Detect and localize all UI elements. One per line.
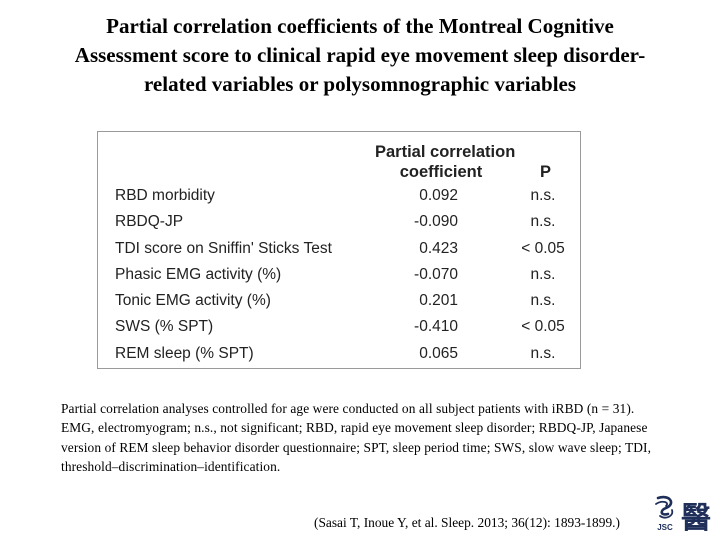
row-coefficient: -0.090 — [414, 213, 458, 231]
row-p-value: n.s. — [530, 344, 556, 362]
table-row: SWS (% SPT) -0.410 < 0.05 — [98, 314, 580, 340]
title-line-3: related variables or polysomnographic va… — [143, 72, 577, 96]
header-coefficient-line-1: Partial correlation — [375, 143, 516, 161]
row-p-value: < 0.05 — [521, 318, 565, 336]
row-variable: RBD morbidity — [115, 187, 215, 204]
table-row: RBD morbidity 0.092 n.s. — [98, 183, 580, 209]
row-variable: RBDQ-JP — [115, 213, 184, 231]
row-p-value: < 0.05 — [521, 239, 565, 257]
page-title: Partial correlation coefficients of the … — [20, 12, 700, 99]
table-row: RBDQ-JP -0.090 n.s. — [98, 209, 580, 235]
table-row: Phasic EMG activity (%) -0.070 n.s. — [98, 262, 580, 288]
row-p-value: n.s. — [530, 187, 556, 204]
row-coefficient: 0.423 — [419, 239, 458, 257]
row-coefficient: -0.070 — [414, 265, 458, 283]
row-coefficient: -0.410 — [414, 318, 458, 336]
header-coefficient-line-2: coefficient — [399, 163, 483, 181]
header-coefficient: Partial correlation coefficient — [375, 142, 516, 182]
row-p-value: n.s. — [530, 213, 556, 231]
row-variable: SWS (% SPT) — [115, 318, 214, 336]
row-variable: Phasic EMG activity (%) — [115, 265, 282, 283]
row-coefficient: 0.065 — [419, 344, 458, 362]
row-variable: Tonic EMG activity (%) — [115, 292, 271, 310]
jsc-logo-icon: JSC 醫 — [655, 495, 711, 536]
table-row: Tonic EMG activity (%) 0.201 n.s. — [98, 288, 580, 314]
row-variable: TDI score on Sniffin' Sticks Test — [115, 239, 332, 257]
title-line-2: Assessment score to clinical rapid eye m… — [74, 43, 646, 67]
row-p-value: n.s. — [530, 265, 556, 283]
row-coefficient: 0.092 — [419, 187, 458, 204]
row-coefficient: 0.201 — [419, 292, 458, 310]
table-row: TDI score on Sniffin' Sticks Test 0.423 … — [98, 236, 580, 262]
title-line-1: Partial correlation coefficients of the … — [106, 14, 614, 38]
row-p-value: n.s. — [530, 292, 556, 310]
table-body: RBD morbidity 0.092 n.s. RBDQ-JP -0.090 … — [98, 183, 580, 367]
svg-text:醫: 醫 — [681, 501, 711, 536]
citation: (Sasai T, Inoue Y, et al. Sleep. 2013; 3… — [314, 515, 620, 530]
header-p: P — [540, 163, 552, 181]
correlation-table: Partial correlation coefficient P RBD mo… — [97, 131, 581, 369]
table-footnote: Partial correlation analyses controlled … — [61, 401, 652, 474]
table-row: REM sleep (% SPT) 0.065 n.s. — [98, 341, 580, 367]
svg-text:JSC: JSC — [657, 523, 673, 532]
row-variable: REM sleep (% SPT) — [115, 344, 254, 362]
